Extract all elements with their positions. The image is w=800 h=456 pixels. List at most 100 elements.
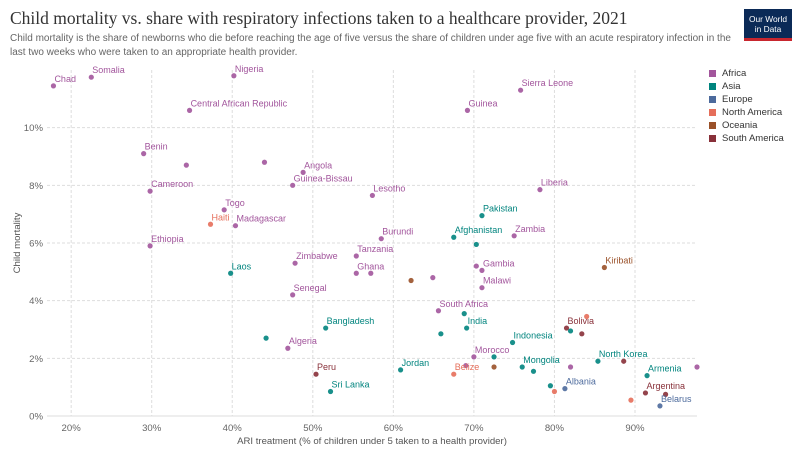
point-ghana[interactable] — [353, 270, 359, 276]
point-haiti[interactable] — [207, 221, 214, 227]
legend-item-asia[interactable]: Asia — [709, 80, 784, 93]
point-morocco[interactable] — [471, 354, 477, 360]
legend-item-europe[interactable]: Europe — [709, 93, 784, 106]
legend: Africa Asia Europe North America Oceania Sout… — [709, 67, 784, 145]
point-label-pakistan: Pakistan — [483, 204, 518, 214]
y-tick-label: 0% — [29, 412, 43, 423]
point-armenia[interactable] — [644, 373, 650, 379]
legend-item-africa[interactable]: Africa — [709, 67, 784, 80]
point-liberia[interactable] — [537, 187, 543, 193]
point-south-america[interactable] — [662, 391, 669, 397]
legend-item-oceania[interactable]: Oceania — [709, 119, 784, 132]
point-africa[interactable] — [694, 364, 700, 370]
point-pakistan[interactable] — [479, 213, 485, 219]
point-bangladesh[interactable] — [323, 325, 329, 331]
point-label-kiribati: Kiribati — [605, 256, 633, 266]
point-asia[interactable] — [547, 383, 554, 389]
point-label-senegal: Senegal — [294, 283, 327, 293]
point-belize[interactable] — [451, 371, 457, 377]
point-asia[interactable] — [530, 368, 537, 374]
point-lesotho[interactable] — [369, 192, 376, 199]
point-asia[interactable] — [263, 335, 269, 341]
point-albania[interactable] — [562, 386, 568, 392]
point-label-sri-lanka: Sri Lanka — [332, 379, 370, 389]
point-mongolia[interactable] — [519, 364, 525, 370]
point-oceania[interactable] — [491, 364, 497, 370]
point-label-madagascar: Madagascar — [236, 214, 286, 224]
logo-line2: in Data — [754, 24, 782, 34]
point-laos[interactable] — [228, 270, 234, 276]
point-nigeria[interactable] — [231, 73, 237, 79]
point-jordan[interactable] — [397, 367, 404, 373]
x-tick-label: 30% — [142, 423, 162, 434]
point-zambia[interactable] — [511, 233, 517, 239]
point-south-africa[interactable] — [435, 308, 442, 314]
point-label-belize: Belize — [455, 362, 480, 372]
point-cameroon[interactable] — [147, 188, 153, 194]
point-label-chad: Chad — [54, 74, 76, 84]
point-label-lesotho: Lesotho — [373, 183, 405, 193]
point-zimbabwe[interactable] — [292, 260, 298, 266]
point-togo[interactable] — [221, 207, 227, 213]
point-bolivia[interactable] — [563, 325, 570, 331]
point-label-armenia: Armenia — [648, 364, 682, 374]
point-asia[interactable] — [438, 331, 444, 337]
point-label-malawi: Malawi — [483, 276, 511, 286]
point-sierra-leone[interactable] — [518, 87, 524, 93]
legend-item-north-america[interactable]: North America — [709, 106, 784, 119]
legend-label: Asia — [722, 81, 741, 92]
point-north-america[interactable] — [551, 388, 558, 395]
point-somalia[interactable] — [88, 74, 94, 80]
point-madagascar[interactable] — [232, 223, 239, 229]
point-argentina[interactable] — [642, 390, 649, 396]
point-africa[interactable] — [463, 362, 469, 369]
point-africa[interactable] — [368, 270, 374, 276]
point-south-america[interactable] — [621, 358, 627, 364]
point-asia[interactable] — [567, 328, 574, 334]
x-tick-label: 50% — [303, 423, 323, 434]
point-asia[interactable] — [473, 241, 479, 248]
point-guinea-bissau[interactable] — [290, 182, 296, 188]
point-angola[interactable] — [300, 169, 306, 175]
point-north-america[interactable] — [628, 397, 634, 403]
point-label-algeria: Algeria — [289, 336, 317, 346]
y-tick-label: 2% — [29, 354, 43, 365]
point-algeria[interactable] — [285, 345, 291, 351]
point-guinea[interactable] — [464, 107, 471, 113]
point-africa[interactable] — [183, 162, 189, 168]
point-asia[interactable] — [491, 354, 497, 360]
point-kiribati[interactable] — [601, 264, 607, 271]
point-oceania[interactable] — [408, 277, 414, 284]
point-africa[interactable] — [473, 263, 479, 269]
point-central-african-republic[interactable] — [186, 107, 193, 113]
point-north-america[interactable] — [584, 313, 590, 320]
point-label-jordan: Jordan — [402, 358, 430, 368]
point-afghanistan[interactable] — [451, 234, 457, 240]
point-burundi[interactable] — [378, 236, 384, 242]
point-gambia[interactable] — [479, 267, 485, 273]
point-malawi[interactable] — [479, 285, 485, 291]
point-africa[interactable] — [567, 364, 574, 370]
point-indonesia[interactable] — [509, 339, 516, 346]
point-africa[interactable] — [430, 275, 436, 281]
point-belarus[interactable] — [657, 403, 663, 409]
legend-item-south-america[interactable]: South America — [709, 132, 784, 145]
point-africa[interactable] — [261, 159, 268, 165]
point-south-america[interactable] — [579, 331, 585, 337]
point-north-korea[interactable] — [595, 358, 601, 364]
owid-logo[interactable]: Our World in Data — [744, 9, 792, 41]
point-ethiopia[interactable] — [147, 243, 153, 249]
y-tick-label: 10% — [24, 123, 44, 134]
point-peru[interactable] — [313, 371, 319, 377]
point-benin[interactable] — [141, 151, 147, 157]
chart-title: Child mortality vs. share with respirato… — [10, 8, 628, 28]
point-india[interactable] — [464, 325, 470, 331]
point-sri-lanka[interactable] — [327, 388, 334, 395]
x-tick-label: 60% — [384, 423, 404, 434]
point-tanzania[interactable] — [353, 253, 359, 259]
point-senegal[interactable] — [290, 292, 296, 298]
point-chad[interactable] — [50, 83, 57, 89]
point-label-indonesia: Indonesia — [514, 330, 553, 340]
point-asia[interactable] — [461, 311, 467, 317]
